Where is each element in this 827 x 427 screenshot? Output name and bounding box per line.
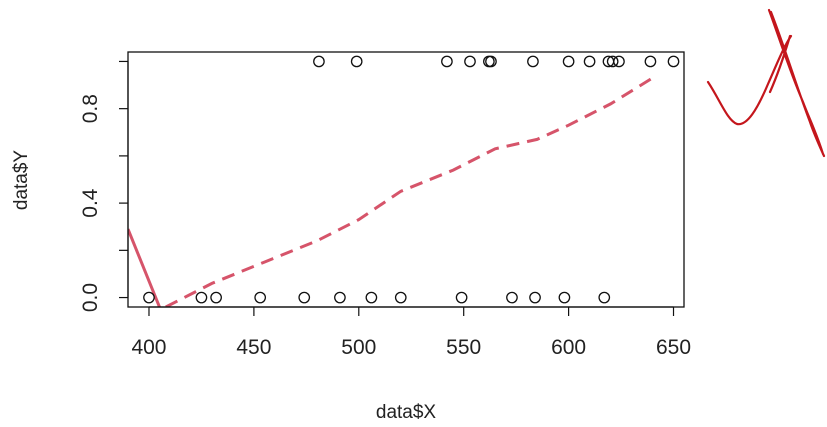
data-point	[527, 55, 539, 68]
data-point	[485, 55, 497, 68]
x-axis-title: data$X	[376, 402, 437, 423]
y-tick-label: 0.0	[79, 283, 102, 312]
data-point	[365, 291, 378, 304]
data-point	[464, 55, 476, 68]
plot-frame	[127, 51, 685, 308]
y-tick-label: 0.8	[79, 94, 102, 123]
data-point	[195, 291, 208, 304]
handwritten-check-mark	[706, 8, 826, 158]
x-tick-label: 400	[131, 336, 166, 359]
x-axis: 400 450 500 550 600 650	[131, 306, 691, 359]
plot-area	[128, 55, 680, 307]
data-point	[606, 55, 619, 68]
x-tick-label: 600	[551, 336, 586, 359]
data-point	[667, 55, 680, 68]
solid-line-series	[128, 228, 161, 307]
data-point	[441, 55, 453, 68]
data-point	[394, 291, 407, 304]
data-point	[529, 291, 541, 304]
x-tick-label: 450	[236, 336, 271, 359]
y-axis-title: data$Y	[11, 150, 32, 211]
data-point	[254, 291, 267, 304]
data-point	[644, 55, 657, 68]
data-point	[350, 55, 363, 68]
data-point	[558, 291, 571, 304]
data-point	[562, 55, 575, 68]
x-tick-label: 500	[341, 336, 376, 359]
y-tick-label: 0.4	[79, 188, 102, 218]
data-point	[334, 291, 346, 304]
data-point	[598, 291, 611, 304]
data-point	[143, 291, 155, 304]
x-tick-label: 550	[446, 336, 481, 359]
data-point	[313, 55, 325, 68]
data-point	[613, 55, 625, 68]
data-point	[210, 291, 222, 304]
y-axis: 0.0 0.4 0.8	[79, 60, 129, 312]
x-tick-label: 650	[656, 336, 691, 359]
data-point	[583, 55, 596, 68]
data-point	[455, 291, 468, 304]
data-point	[506, 291, 518, 304]
dashed-curve-series	[165, 76, 654, 307]
data-point	[298, 291, 311, 304]
